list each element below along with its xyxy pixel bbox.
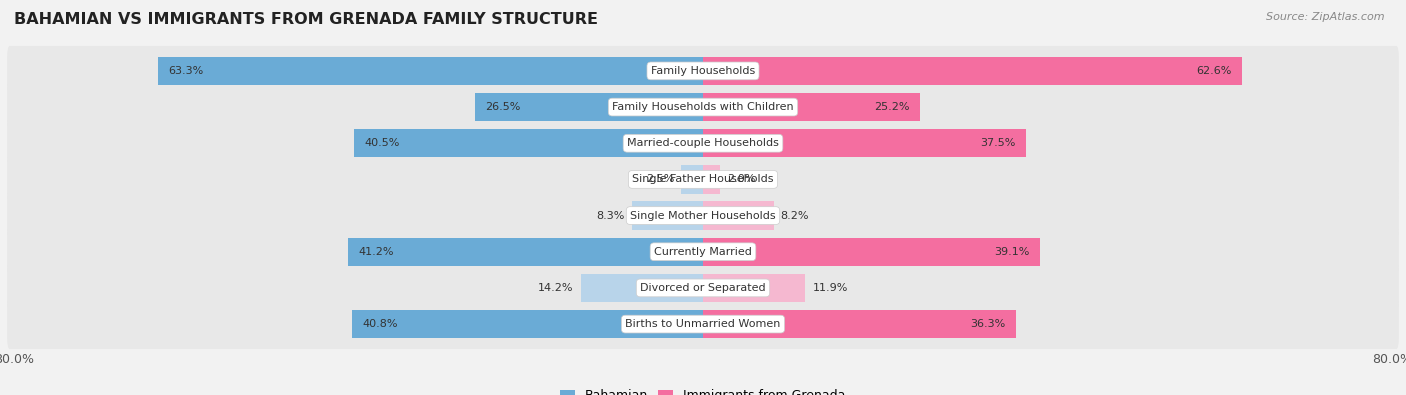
Text: 26.5%: 26.5%	[485, 102, 520, 112]
FancyBboxPatch shape	[7, 46, 1399, 96]
FancyBboxPatch shape	[7, 118, 1399, 168]
Bar	[631, 201, 703, 229]
Text: Births to Unmarried Women: Births to Unmarried Women	[626, 319, 780, 329]
Text: Family Households: Family Households	[651, 66, 755, 76]
FancyBboxPatch shape	[7, 191, 1399, 241]
Bar	[581, 274, 703, 302]
Text: 11.9%: 11.9%	[813, 283, 848, 293]
Text: 2.5%: 2.5%	[647, 175, 675, 184]
Text: 25.2%: 25.2%	[875, 102, 910, 112]
Bar	[703, 274, 806, 302]
Text: 36.3%: 36.3%	[970, 319, 1005, 329]
FancyBboxPatch shape	[7, 227, 1399, 277]
Text: BAHAMIAN VS IMMIGRANTS FROM GRENADA FAMILY STRUCTURE: BAHAMIAN VS IMMIGRANTS FROM GRENADA FAMI…	[14, 12, 598, 27]
Bar	[703, 93, 920, 121]
Text: Single Mother Households: Single Mother Households	[630, 211, 776, 220]
FancyBboxPatch shape	[7, 299, 1399, 349]
Bar	[349, 238, 703, 266]
Bar	[703, 57, 1241, 85]
Text: 14.2%: 14.2%	[538, 283, 574, 293]
Text: 2.0%: 2.0%	[727, 175, 755, 184]
Text: 40.5%: 40.5%	[364, 138, 399, 148]
FancyBboxPatch shape	[7, 154, 1399, 204]
Bar	[703, 201, 773, 229]
FancyBboxPatch shape	[7, 82, 1399, 132]
Text: 39.1%: 39.1%	[994, 247, 1029, 257]
Text: Currently Married: Currently Married	[654, 247, 752, 257]
Text: Divorced or Separated: Divorced or Separated	[640, 283, 766, 293]
Text: Single Father Households: Single Father Households	[633, 175, 773, 184]
Text: 37.5%: 37.5%	[980, 138, 1015, 148]
FancyBboxPatch shape	[7, 263, 1399, 313]
Text: 63.3%: 63.3%	[169, 66, 204, 76]
Bar	[703, 166, 720, 194]
Bar	[682, 166, 703, 194]
Bar	[703, 238, 1039, 266]
Bar	[703, 310, 1015, 338]
Text: 62.6%: 62.6%	[1197, 66, 1232, 76]
Text: 40.8%: 40.8%	[361, 319, 398, 329]
Text: 41.2%: 41.2%	[359, 247, 394, 257]
Bar	[703, 129, 1026, 157]
Bar	[475, 93, 703, 121]
Text: Family Households with Children: Family Households with Children	[612, 102, 794, 112]
Bar	[157, 57, 703, 85]
Text: 8.2%: 8.2%	[780, 211, 808, 220]
Bar	[352, 310, 703, 338]
Legend: Bahamian, Immigrants from Grenada: Bahamian, Immigrants from Grenada	[555, 384, 851, 395]
Text: 8.3%: 8.3%	[596, 211, 624, 220]
Bar	[354, 129, 703, 157]
Text: Married-couple Households: Married-couple Households	[627, 138, 779, 148]
Text: Source: ZipAtlas.com: Source: ZipAtlas.com	[1267, 12, 1385, 22]
